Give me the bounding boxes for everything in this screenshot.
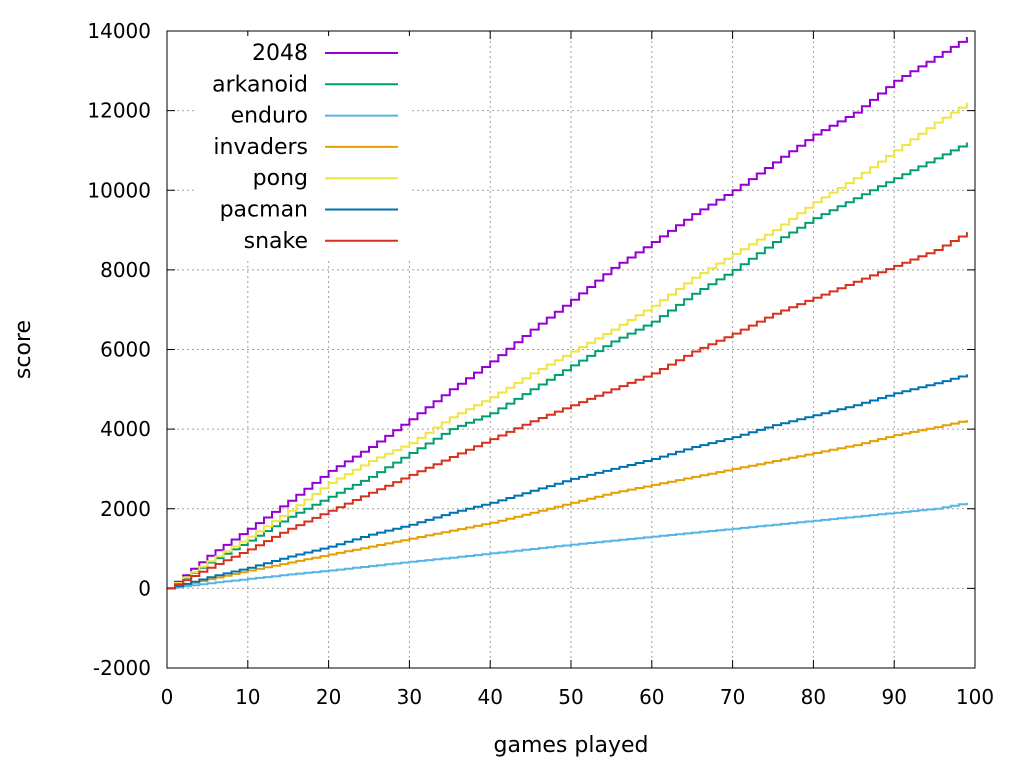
x-tick-label: 90 bbox=[881, 685, 906, 709]
legend-label-enduro: enduro bbox=[231, 104, 308, 129]
x-tick-label: 50 bbox=[558, 685, 583, 709]
y-tick-label: 4000 bbox=[100, 417, 151, 441]
y-tick-label: 8000 bbox=[100, 258, 151, 282]
series-line-invaders bbox=[167, 420, 968, 590]
y-tick-label: 2000 bbox=[100, 497, 151, 521]
x-tick-label: 80 bbox=[801, 685, 826, 709]
series-line-pong bbox=[167, 102, 968, 590]
y-tick-label: -2000 bbox=[93, 656, 151, 680]
series-lines bbox=[167, 37, 968, 590]
x-tick-label: 40 bbox=[477, 685, 502, 709]
plot-frame bbox=[166, 30, 976, 669]
y-axis-title: score bbox=[11, 320, 36, 379]
y-tick-label: 12000 bbox=[87, 99, 151, 123]
legend-label-snake: snake bbox=[244, 229, 308, 254]
x-tick-label: 60 bbox=[639, 685, 664, 709]
y-axis-ticks: -2000 0 2000 4000 6000 8000 10000 12000 14000 bbox=[87, 19, 975, 680]
x-tick-label: 20 bbox=[316, 685, 341, 709]
x-tick-label: 70 bbox=[720, 685, 745, 709]
legend-label-arkanoid: arkanoid bbox=[212, 72, 308, 97]
x-tick-label: 100 bbox=[956, 685, 994, 709]
series-line-snake bbox=[167, 232, 968, 590]
series-line-2048 bbox=[167, 37, 968, 590]
legend-label-pong: pong bbox=[253, 166, 308, 191]
y-tick-label: 14000 bbox=[87, 19, 151, 43]
series-line-pacman bbox=[167, 374, 968, 590]
x-tick-label: 0 bbox=[161, 685, 174, 709]
y-tick-label: 0 bbox=[138, 576, 151, 600]
x-tick-label: 30 bbox=[397, 685, 422, 709]
y-tick-label: 10000 bbox=[87, 178, 151, 202]
y-tick-label: 6000 bbox=[100, 338, 151, 362]
legend-label-invaders: invaders bbox=[213, 135, 308, 160]
x-axis-ticks: 0 10 20 30 40 50 60 70 80 90 100 bbox=[161, 31, 994, 709]
series-line-arkanoid bbox=[167, 142, 968, 590]
legend: 2048 arkanoid enduro invaders pong pacman snak… bbox=[195, 36, 410, 258]
legend-label-pacman: pacman bbox=[220, 198, 308, 223]
series-line-enduro bbox=[167, 502, 968, 590]
x-axis-title: games played bbox=[494, 733, 649, 758]
x-tick-label: 10 bbox=[235, 685, 260, 709]
legend-label-2048: 2048 bbox=[252, 41, 308, 66]
